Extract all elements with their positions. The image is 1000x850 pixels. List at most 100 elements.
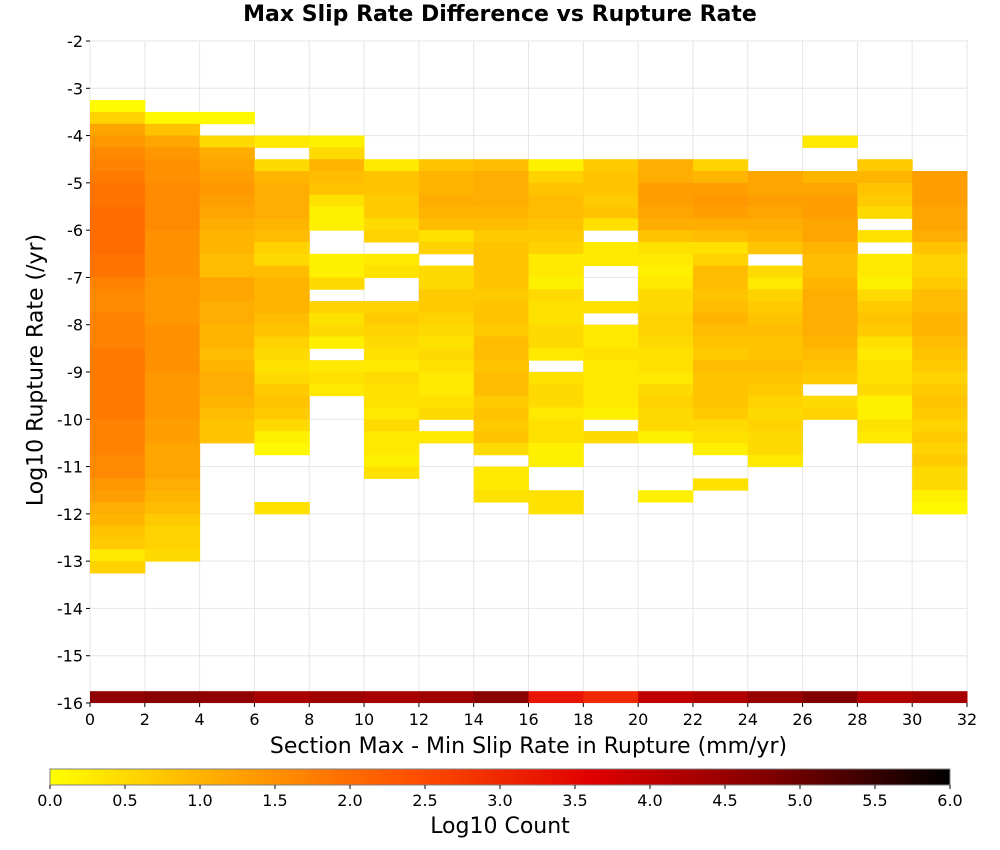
- heatmap-cell: [528, 182, 584, 196]
- heatmap-cell: [638, 241, 694, 255]
- heatmap-cell: [90, 265, 146, 278]
- heatmap-cell: [90, 206, 146, 219]
- heatmap-cell: [309, 360, 365, 373]
- heatmap-cell: [912, 171, 968, 184]
- heatmap-cell: [144, 301, 201, 314]
- heatmap-cell: [144, 218, 201, 231]
- heatmap-cell: [857, 312, 913, 326]
- x-tick-label: 10: [354, 710, 374, 729]
- heatmap-cell: [583, 407, 639, 420]
- heatmap-cell: [90, 135, 146, 148]
- heatmap-cell: [802, 206, 858, 219]
- heatmap-cell: [692, 336, 749, 349]
- heatmap-cell: [747, 301, 804, 314]
- heatmap-cell: [638, 194, 694, 207]
- heatmap-cell: [583, 182, 639, 196]
- heatmap-cell: [90, 348, 146, 361]
- heatmap-cell: [144, 407, 201, 420]
- heatmap-cell: [309, 301, 365, 314]
- heatmap-cell: [144, 360, 201, 373]
- heatmap-cell: [912, 336, 968, 349]
- heatmap-cell: [912, 312, 968, 326]
- heatmap-cell: [90, 241, 146, 255]
- heatmap-cell: [747, 312, 804, 326]
- heatmap-cell: [418, 431, 475, 444]
- heatmap-cell: [802, 277, 858, 290]
- heatmap-cell: [802, 312, 858, 326]
- y-tick-label: -8: [67, 316, 83, 335]
- colorbar-tick-label: 3.5: [562, 791, 587, 810]
- heatmap-cell: [802, 182, 858, 196]
- heatmap-cell: [144, 324, 201, 338]
- heatmap-cell: [144, 230, 201, 243]
- heatmap-cell: [747, 360, 804, 373]
- heatmap-cell: [583, 301, 639, 314]
- heatmap-cell: [309, 218, 365, 231]
- heatmap-cell: [364, 324, 420, 338]
- colorbar-tick-label: 0.0: [37, 791, 62, 810]
- heatmap-cell: [638, 383, 694, 397]
- heatmap-cell: [473, 265, 529, 278]
- heatmap-cell-bottom: [418, 691, 475, 703]
- heatmap-cell: [912, 419, 968, 432]
- colorbar-tick-label: 2.0: [337, 791, 362, 810]
- x-tick-label: 22: [683, 710, 703, 729]
- heatmap-cell: [692, 372, 749, 385]
- heatmap-cell: [692, 478, 749, 491]
- heatmap-cell: [254, 312, 310, 326]
- heatmap-cell: [364, 348, 420, 361]
- heatmap-cell: [528, 324, 584, 338]
- heatmap-cell: [199, 336, 255, 349]
- heatmap-cell: [309, 147, 365, 160]
- heatmap-cell: [364, 301, 420, 314]
- heatmap-cell: [90, 442, 146, 456]
- heatmap-cell: [199, 159, 255, 172]
- heatmap-cell: [309, 171, 365, 184]
- heatmap-cell: [747, 218, 804, 231]
- heatmap-cell: [638, 395, 694, 408]
- x-tick-label: 12: [409, 710, 429, 729]
- heatmap-cell: [638, 360, 694, 373]
- y-axis-ticks: -2 -3 -4 -5 -6 -7 -8 -9 -10 -11 -12 -13 -14 -15 -16: [57, 32, 90, 713]
- heatmap-cell: [912, 372, 968, 385]
- heatmap-cell: [364, 312, 420, 326]
- y-tick-label: -15: [57, 647, 83, 666]
- heatmap-cell: [802, 194, 858, 207]
- heatmap-cell: [144, 253, 201, 267]
- heatmap-cell: [528, 277, 584, 290]
- heatmap-cell: [199, 171, 255, 184]
- heatmap-cell: [802, 265, 858, 278]
- heatmap-cell: [528, 454, 584, 468]
- heatmap-cell: [144, 277, 201, 290]
- heatmap-cell: [747, 407, 804, 420]
- heatmap-cell: [199, 312, 255, 326]
- heatmap-cell: [90, 466, 146, 479]
- heatmap-cell: [90, 383, 146, 397]
- heatmap-cell: [254, 206, 310, 219]
- heatmap-cell: [254, 182, 310, 196]
- heatmap-cell: [473, 442, 529, 456]
- heatmap-cell: [583, 383, 639, 397]
- x-tick-label: 30: [902, 710, 922, 729]
- heatmap-cell: [144, 265, 201, 278]
- heatmap-cell: [254, 407, 310, 420]
- heatmap-cell: [528, 395, 584, 408]
- heatmap-cell: [90, 490, 146, 503]
- heatmap-cell: [364, 230, 420, 243]
- heatmap-cell: [254, 348, 310, 361]
- heatmap-cell: [802, 289, 858, 302]
- heatmap-cell: [638, 490, 694, 503]
- heatmap-cell: [528, 265, 584, 278]
- heatmap-cell: [473, 383, 529, 397]
- y-tick-label: -16: [57, 694, 83, 713]
- heatmap-cell: [528, 194, 584, 207]
- heatmap-cell: [364, 407, 420, 420]
- heatmap-cell: [747, 289, 804, 302]
- heatmap-cell: [199, 182, 255, 196]
- heatmap-cell: [528, 419, 584, 432]
- heatmap-cell: [857, 230, 913, 243]
- heatmap-cell: [692, 360, 749, 373]
- heatmap-cell: [583, 171, 639, 184]
- x-tick-label: 18: [573, 710, 593, 729]
